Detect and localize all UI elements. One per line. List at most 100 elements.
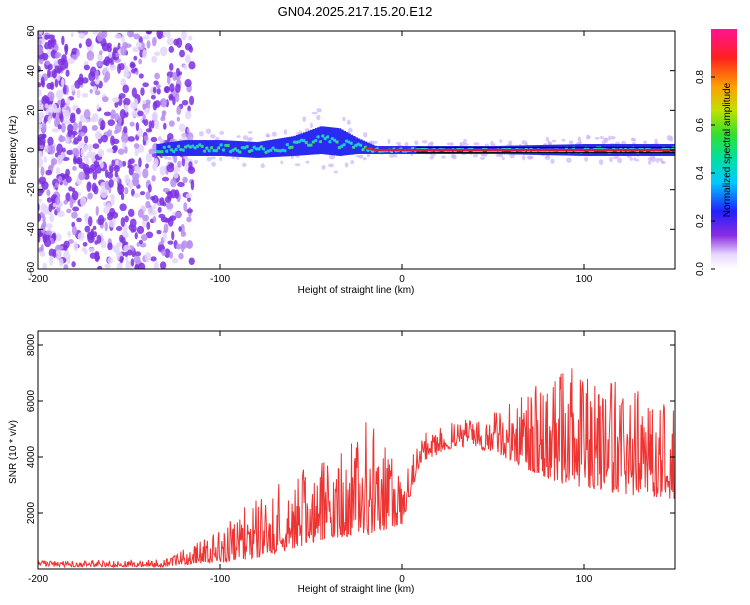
halo-blob: [333, 170, 339, 174]
noise-blob: [161, 249, 166, 257]
ridge-band: [276, 138, 280, 157]
noise-blob: [66, 208, 72, 214]
noise-blob: [51, 69, 57, 79]
noise-blob: [119, 109, 126, 120]
colorbar-tick-label: 0.0: [695, 262, 706, 276]
halo-blob: [157, 135, 162, 142]
noise-blob: [110, 114, 116, 120]
noise-blob: [59, 134, 63, 143]
noise-blob: [78, 43, 82, 49]
noise-blob: [61, 35, 65, 46]
noise-blob: [128, 166, 134, 176]
ridge-band: [279, 138, 283, 157]
noise-blob: [110, 195, 115, 206]
noise-blob: [100, 240, 107, 249]
ridge-band: [177, 140, 181, 156]
ridge-band: [182, 140, 186, 156]
noise-blob: [70, 84, 75, 92]
halo-blob: [350, 160, 355, 165]
noise-blob: [66, 149, 74, 156]
ridge-band: [246, 141, 250, 158]
noise-blob: [183, 202, 188, 212]
noise-blob: [154, 51, 161, 56]
noise-blob: [171, 230, 175, 241]
noise-blob: [136, 225, 145, 235]
ridge-band: [222, 140, 226, 157]
noise-blob: [124, 174, 130, 184]
noise-blob: [146, 221, 151, 230]
noise-blob: [122, 84, 130, 94]
noise-blob: [71, 130, 78, 136]
noise-blob: [63, 264, 69, 269]
halo-blob: [283, 129, 288, 135]
noise-blob: [81, 247, 86, 252]
ridge-band: [310, 129, 313, 155]
halo-blob: [617, 157, 623, 164]
noise-blob: [117, 63, 122, 74]
noise-blob: [77, 232, 85, 241]
halo-blob: [429, 141, 434, 146]
noise-blob: [152, 204, 157, 210]
halo-blob: [231, 156, 235, 160]
halo-blob: [393, 154, 398, 158]
noise-blob: [52, 103, 58, 114]
noise-blob: [117, 183, 125, 195]
noise-blob: [168, 120, 175, 127]
halo-blob: [441, 155, 446, 159]
noise-blob: [50, 81, 55, 91]
noise-blob: [90, 151, 97, 162]
halo-blob: [585, 134, 590, 140]
noise-blob: [169, 163, 175, 168]
snr-x-axis-label: Height of straight line (km): [298, 584, 415, 595]
noise-blob: [76, 217, 82, 223]
noise-blob: [107, 119, 115, 126]
noise-blob: [182, 176, 188, 184]
noise-blob: [164, 218, 171, 223]
noise-blob: [72, 147, 79, 156]
noise-blob: [60, 152, 65, 160]
noise-blob: [127, 208, 135, 217]
halo-blob: [463, 138, 467, 144]
noise-blob: [84, 225, 91, 233]
ridge-band: [295, 134, 299, 156]
halo-blob: [271, 131, 277, 137]
noise-blob: [152, 86, 157, 94]
ridge-band: [300, 133, 304, 156]
noise-blob: [175, 67, 181, 77]
noise-blob: [188, 61, 196, 70]
ridge-band: [220, 140, 223, 156]
halo-blob: [328, 163, 335, 168]
halo-blob: [414, 140, 419, 146]
spectrogram-y-tick-label: 60: [26, 25, 37, 37]
ridge-band: [286, 137, 290, 157]
noise-blob: [163, 86, 170, 94]
halo-blob: [294, 163, 301, 167]
noise-blob: [92, 31, 98, 35]
noise-blob: [167, 240, 174, 245]
halo-blob: [167, 156, 172, 161]
noise-blob: [119, 255, 124, 264]
noise-blob: [142, 114, 146, 121]
halo-blob: [290, 155, 294, 159]
noise-blob: [127, 249, 133, 256]
noise-blob: [142, 99, 147, 105]
noise-blob: [107, 171, 114, 179]
snr-x-tick-label: -200: [28, 574, 48, 585]
noise-blob: [86, 50, 95, 61]
noise-blob: [163, 223, 169, 233]
noise-blob: [46, 197, 53, 203]
noise-blob: [45, 60, 51, 66]
noise-blob: [134, 232, 138, 240]
noise-blob: [137, 262, 146, 269]
noise-blob: [142, 119, 146, 124]
halo-blob: [260, 163, 265, 169]
noise-blob: [97, 265, 103, 269]
noise-blob: [42, 215, 46, 223]
noise-blob: [71, 261, 76, 268]
noise-blob: [54, 182, 59, 189]
halo-blob: [387, 138, 391, 145]
halo-blob: [205, 128, 212, 134]
noise-blob: [86, 231, 93, 240]
halo-blob: [347, 127, 353, 133]
noise-blob: [67, 230, 71, 238]
